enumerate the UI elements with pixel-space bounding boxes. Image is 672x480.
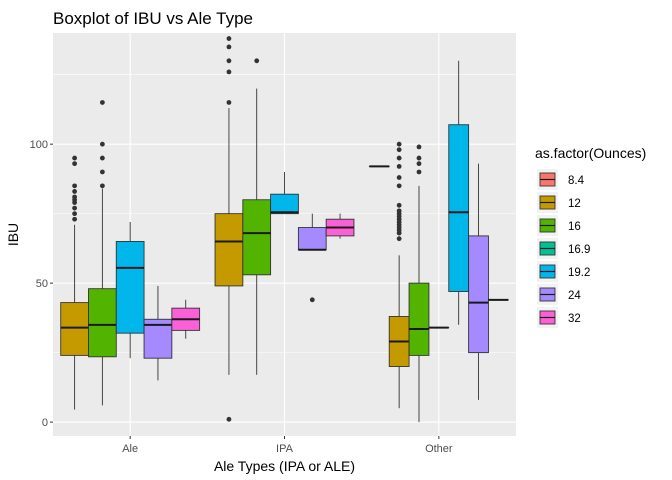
box-rect [60,302,89,356]
x-tick-label: Other [425,443,453,455]
outlier-point [72,189,78,194]
outlier-point [72,194,78,200]
y-tick-label: 100 [30,139,48,151]
x-tick-label: IPA [276,443,294,455]
box-rect [214,213,244,287]
box-other-19-2 [448,60,470,325]
legend-item-16-9: 16.9 [537,238,590,259]
box-ipa-19-2 [270,171,299,215]
legend-item-16: 16 [537,215,581,236]
box-rect [448,124,470,292]
box-rect [408,282,430,356]
y-axis: 0 50 100 [30,139,53,429]
legend-label: 12 [568,198,581,210]
outlier-point [99,169,105,175]
box-other-12 [388,141,410,409]
outlier-point [226,44,232,50]
outlier-point [309,297,315,303]
legend-item-24: 24 [537,284,581,305]
outlier-point [416,161,422,167]
y-axis-title: IBU [5,223,21,246]
box-rect [88,288,117,358]
box-other-16 [408,144,430,423]
box-ale-32 [171,299,201,339]
outlier-point [396,164,402,169]
outlier-point [72,161,78,167]
box-ale-19-2 [115,221,145,359]
outlier-point [99,155,105,161]
outlier-point [396,155,402,161]
legend-item-12: 12 [537,192,581,213]
x-axis: Ale IPA Other [122,436,453,455]
outlier-point [72,205,78,211]
outlier-point [396,202,402,208]
legend-item-19-2: 19.2 [537,261,590,282]
outlier-point [99,100,105,105]
chart-title: Boxplot of IBU vs Ale Type [53,9,253,28]
box-ipa-24 [297,213,327,303]
outlier-point [396,141,402,147]
legend-label: 19.2 [568,267,590,279]
y-tick-label: 0 [42,417,48,429]
y-tick-label: 50 [36,278,48,290]
box-rect [242,199,272,276]
legend-label: 8.4 [568,175,585,187]
legend-label: 16.9 [568,244,590,256]
outlier-point [396,208,402,214]
box-rect [297,227,327,251]
box-rect [468,235,489,354]
outlier-point [416,155,422,161]
outlier-point [396,147,402,153]
outlier-point [99,141,105,147]
outlier-point [99,183,105,189]
outlier-point [72,216,78,222]
legend-label: 24 [568,290,581,302]
x-axis-title: Ale Types (IPA or ALE) [214,458,355,474]
outlier-point [72,183,78,189]
outlier-point [396,236,402,242]
legend-label: 32 [568,313,581,325]
box-ipa-12 [214,36,244,422]
outlier-point [416,169,422,175]
legend-item-32: 32 [537,307,581,328]
outlier-point [226,36,232,41]
outlier-point [226,416,232,422]
box-ipa-16 [242,58,272,375]
outlier-point [226,58,232,64]
outlier-point [72,211,78,217]
outlier-point [72,155,78,161]
legend-item-8-4: 8.4 [537,169,585,190]
x-tick-label: Ale [122,443,138,455]
box-ale-16 [88,100,117,406]
box-ale-24 [143,285,173,381]
legend-title: as.factor(Ounces) [535,145,646,161]
box-rect [270,193,299,215]
outlier-point [396,175,402,180]
box-marks [60,36,509,423]
legend: as.factor(Ounces) 8.4 12 16 16.9 19.2 24 32 [535,145,646,328]
outlier-point [226,69,232,75]
outlier-point [226,100,232,105]
outlier-point [396,183,402,189]
legend-label: 16 [568,221,581,233]
box-other-24 [468,163,489,400]
outlier-point [254,58,260,64]
box-ipa-32 [325,213,355,239]
box-ale-12 [60,155,89,410]
outlier-point [416,144,422,150]
box-rect [115,240,145,334]
